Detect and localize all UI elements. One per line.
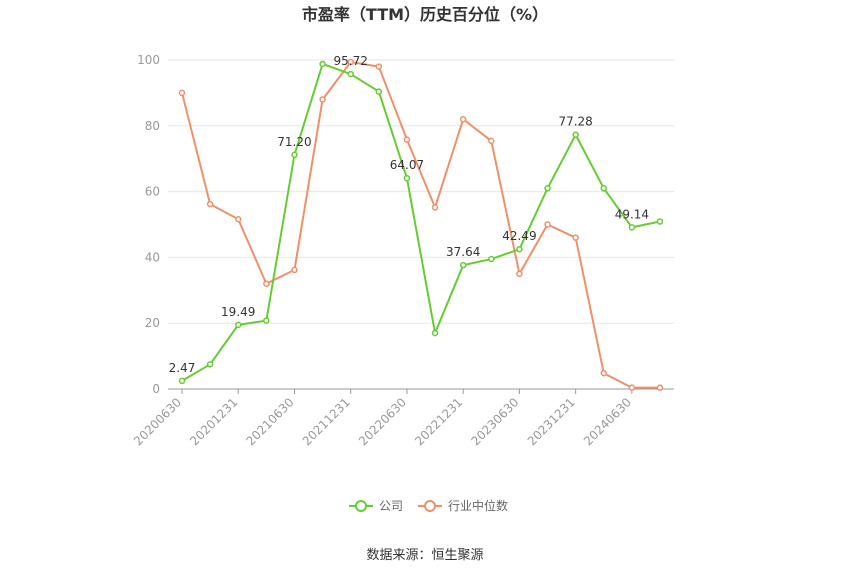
- data-point: [291, 266, 298, 274]
- legend-item-1[interactable]: 行业中位数: [418, 498, 508, 513]
- data-label: 19.49: [221, 305, 255, 319]
- data-point: [234, 321, 242, 329]
- data-point: [459, 261, 467, 269]
- data-point: [347, 70, 354, 78]
- source-note: 数据来源：恒生聚源: [366, 548, 483, 563]
- series-lines: [178, 58, 664, 391]
- x-tick-label: 20200630: [131, 395, 184, 448]
- data-label: 42.49: [502, 229, 536, 243]
- data-point: [431, 204, 439, 211]
- data-label: 49.14: [615, 207, 649, 221]
- grid: [168, 59, 674, 324]
- data-point: [234, 215, 242, 223]
- x-tick-label: 20201231: [187, 395, 240, 448]
- y-tick-label: 40: [145, 250, 160, 264]
- data-point: [516, 245, 523, 253]
- data-label: 71.20: [277, 135, 311, 149]
- data-point: [375, 63, 383, 70]
- data-point: [206, 361, 214, 368]
- series-line-1: [181, 60, 660, 389]
- data-point: [516, 270, 523, 278]
- data-point: [600, 369, 608, 377]
- legend-item-0[interactable]: 公司: [349, 499, 403, 513]
- x-tick-label: 20210630: [244, 395, 297, 448]
- data-point: [628, 384, 636, 391]
- data-point: [178, 377, 186, 385]
- legend-marker: [424, 500, 436, 512]
- data-label: 2.47: [169, 361, 196, 375]
- chart-title: 市盈率（TTM）历史百分位（%）: [302, 5, 548, 24]
- data-point: [459, 115, 467, 123]
- data-label: 95.72: [334, 54, 368, 68]
- data-point: [628, 224, 636, 231]
- data-point: [572, 131, 579, 138]
- y-tick-label: 100: [137, 53, 160, 67]
- x-tick-label: 20240630: [581, 395, 634, 448]
- data-label: 64.07: [390, 158, 424, 172]
- x-tick-label: 20231231: [525, 395, 578, 448]
- data-point: [431, 329, 439, 337]
- legend[interactable]: 公司 行业中位数: [349, 498, 508, 513]
- data-point: [375, 88, 383, 95]
- data-point: [488, 255, 495, 263]
- legend-label: 行业中位数: [448, 498, 508, 513]
- data-point: [600, 185, 608, 192]
- data-point: [291, 151, 298, 159]
- data-point: [488, 137, 495, 145]
- data-point: [263, 280, 270, 287]
- x-tick-label: 20220630: [356, 395, 409, 448]
- y-tick-label: 80: [145, 119, 160, 133]
- data-point: [544, 185, 551, 192]
- data-point: [572, 234, 579, 241]
- x-tick-label: 20211231: [300, 395, 353, 448]
- data-point: [319, 96, 326, 103]
- y-axis: 0 20 40 60 80 100: [137, 53, 160, 396]
- data-label: 37.64: [446, 245, 480, 259]
- data-point: [178, 89, 186, 97]
- x-tick-label: 20221231: [412, 395, 465, 448]
- data-point: [319, 60, 326, 68]
- data-point: [403, 174, 411, 182]
- y-tick-label: 60: [145, 185, 160, 199]
- legend-label: 公司: [379, 499, 403, 513]
- series-line-0: [181, 62, 661, 382]
- data-point: [544, 221, 551, 228]
- data-point: [263, 317, 270, 324]
- x-axis: 20200630 20201231 20210630 20211231 20220630…: [131, 388, 674, 448]
- x-tick-label: 20230630: [468, 395, 521, 448]
- data-label: 77.28: [558, 115, 592, 129]
- y-tick-label: 0: [152, 382, 160, 396]
- data-point: [347, 58, 354, 66]
- data-point: [206, 200, 214, 208]
- data-point: [656, 384, 664, 391]
- data-point: [403, 136, 411, 143]
- data-point: [656, 218, 664, 225]
- y-tick-label: 20: [145, 316, 160, 330]
- data-labels: 2.47 19.49 71.20 95.72 64.07 37.64 42.49 77.28 4…: [169, 54, 649, 375]
- legend-marker: [355, 500, 367, 512]
